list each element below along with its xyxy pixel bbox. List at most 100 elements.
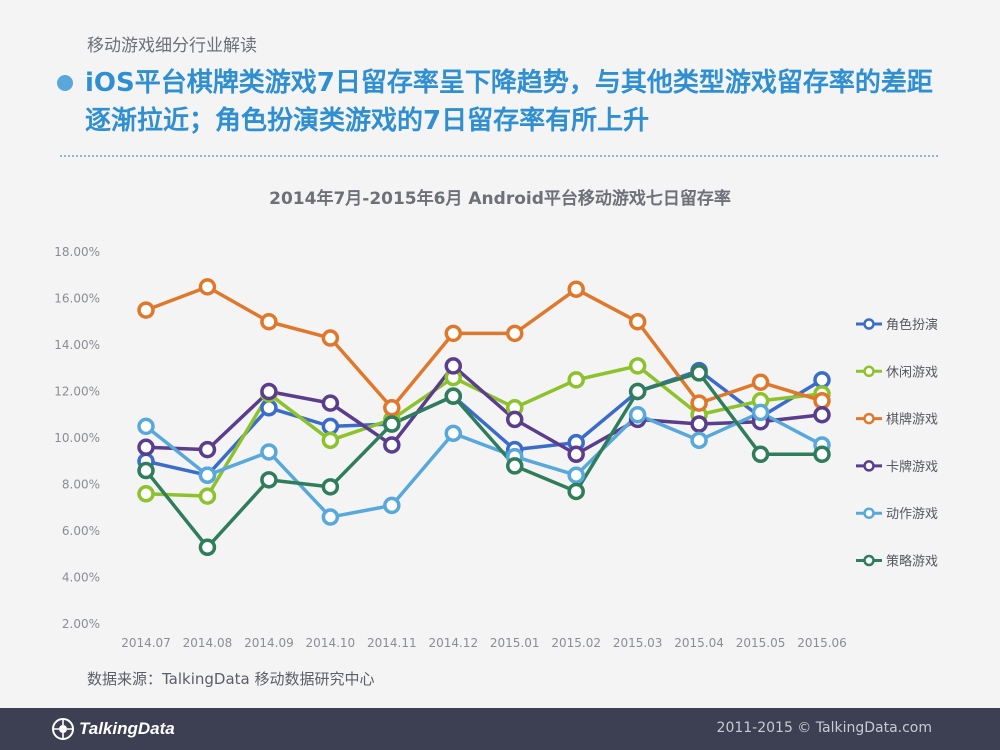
- data-point-5: [260, 443, 278, 461]
- data-point-5: [321, 508, 340, 526]
- data-point-3: [505, 324, 524, 343]
- data-point-4: [383, 436, 401, 454]
- brand-logo: TalkingData: [52, 717, 175, 741]
- data-point-5: [567, 466, 585, 484]
- data-source-note: 数据来源：TalkingData 移动数据研究中心: [87, 670, 375, 688]
- series-line-6: [144, 371, 824, 550]
- legend-label: 策略游戏: [886, 554, 938, 570]
- x-tick-label: 2015.04: [674, 636, 724, 650]
- data-point-3: [751, 373, 770, 391]
- series-line-4: [144, 364, 824, 457]
- x-tick-label: 2014.08: [183, 636, 233, 650]
- legend-marker: [863, 365, 875, 378]
- legend-label: 角色扮演: [886, 317, 938, 333]
- data-point-5: [137, 417, 155, 436]
- x-tick-label: 2015.02: [551, 636, 601, 650]
- data-point-3: [321, 329, 340, 347]
- data-point-6: [321, 478, 340, 496]
- y-tick-label: 14.00%: [54, 338, 100, 352]
- data-point-4: [321, 394, 340, 412]
- logo-text: TalkingData: [79, 719, 175, 738]
- data-point-3: [198, 278, 217, 296]
- y-tick-label: 6.00%: [62, 524, 100, 538]
- data-point-5: [383, 496, 401, 515]
- legend-marker: [863, 318, 875, 330]
- data-point-1: [813, 371, 831, 389]
- legend-label: 卡牌游戏: [886, 459, 938, 475]
- data-point-2: [628, 357, 647, 375]
- data-point-3: [137, 301, 155, 319]
- headline-block: iOS平台棋牌类游戏7日留存率呈下降趋势，与其他类型游戏留存率的差距逐渐拉近；角…: [57, 64, 957, 140]
- data-point-4: [444, 357, 463, 375]
- legend-marker: [863, 412, 875, 425]
- y-tick-label: 8.00%: [62, 478, 100, 492]
- dotted-divider: [60, 155, 938, 157]
- data-point-2: [567, 371, 585, 389]
- data-point-6: [198, 538, 217, 557]
- y-tick-label: 18.00%: [54, 245, 100, 259]
- page-title: iOS平台棋牌类游戏7日留存率呈下降趋势，与其他类型游戏留存率的差距逐渐拉近；角…: [85, 68, 933, 136]
- legend-label: 动作游戏: [886, 507, 938, 522]
- data-point-3: [260, 313, 278, 331]
- data-point-6: [690, 364, 708, 382]
- data-point-6: [813, 445, 831, 464]
- legend-marker: [863, 554, 875, 567]
- data-point-4: [260, 382, 278, 401]
- y-tick-label: 16.00%: [54, 292, 100, 306]
- data-point-5: [444, 424, 463, 443]
- data-point-6: [628, 382, 647, 401]
- copyright-text: 2011-2015 © TalkingData.com: [716, 720, 932, 736]
- x-tick-label: 2015.03: [613, 636, 663, 650]
- data-point-6: [260, 471, 278, 489]
- data-point-5: [690, 431, 708, 450]
- chart-title: 2014年7月-2015年6月 Android平台移动游戏七日留存率: [269, 189, 731, 209]
- data-point-5: [628, 406, 647, 424]
- data-point-6: [444, 387, 463, 405]
- data-point-6: [751, 445, 770, 464]
- series-line-1: [144, 368, 824, 477]
- data-point-3: [383, 399, 401, 417]
- x-tick-label: 2014.10: [306, 636, 356, 650]
- x-tick-label: 2014.12: [428, 636, 478, 650]
- data-point-2: [137, 485, 155, 503]
- data-point-4: [567, 445, 585, 464]
- data-point-2: [321, 431, 340, 450]
- data-point-3: [444, 324, 463, 343]
- data-point-3: [813, 392, 831, 410]
- footer-bar: TalkingData 2011-2015 © TalkingData.com: [0, 708, 1000, 750]
- breadcrumb: 移动游戏细分行业解读: [87, 36, 257, 56]
- data-point-6: [567, 482, 585, 501]
- data-point-1: [321, 417, 340, 436]
- legend-marker: [863, 460, 875, 472]
- data-point-6: [383, 415, 401, 433]
- y-tick-label: 2.00%: [62, 617, 100, 631]
- data-point-3: [567, 280, 585, 298]
- y-tick-label: 4.00%: [62, 571, 100, 585]
- x-tick-label: 2014.11: [367, 636, 417, 650]
- data-point-2: [198, 487, 217, 505]
- data-point-5: [751, 403, 770, 422]
- data-point-4: [505, 410, 524, 429]
- y-tick-label: 10.00%: [54, 431, 100, 445]
- data-point-4: [198, 440, 217, 459]
- data-point-6: [505, 457, 524, 475]
- legend-marker: [863, 507, 875, 519]
- x-tick-label: 2015.01: [490, 636, 540, 650]
- series-line-3: [144, 285, 824, 410]
- y-tick-label: 12.00%: [54, 385, 100, 399]
- legend-label: 棋牌游戏: [886, 412, 938, 428]
- x-tick-label: 2015.06: [797, 636, 847, 650]
- data-point-3: [628, 313, 647, 331]
- x-tick-label: 2014.07: [121, 636, 171, 650]
- data-point-4: [137, 438, 155, 457]
- data-point-6: [137, 461, 155, 480]
- data-point-3: [690, 394, 708, 412]
- series-line-5: [144, 410, 824, 519]
- data-point-4: [813, 406, 831, 424]
- data-point-1: [260, 399, 278, 417]
- data-point-5: [198, 466, 217, 484]
- legend-label: 休闲游戏: [886, 365, 938, 380]
- x-tick-label: 2015.05: [736, 636, 786, 650]
- x-tick-label: 2014.09: [244, 636, 294, 650]
- data-point-4: [690, 415, 708, 433]
